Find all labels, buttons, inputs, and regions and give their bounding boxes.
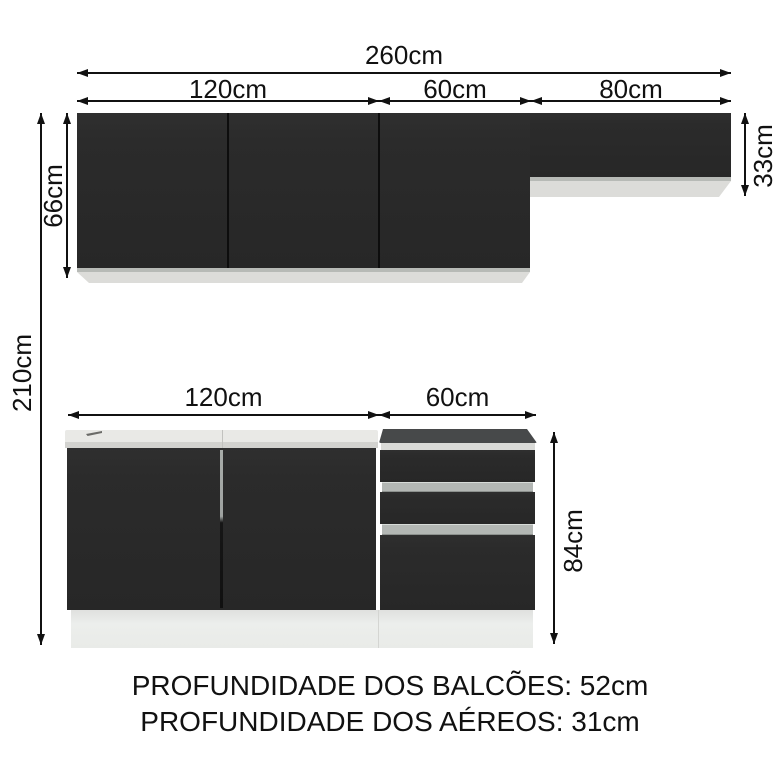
arrowhead-right-icon: [368, 411, 379, 419]
arrowhead-left-icon: [77, 97, 88, 105]
arrowhead-up-icon: [741, 113, 749, 124]
drawer-unit-body: [380, 450, 535, 610]
dim-label-total-width: 260cm: [364, 40, 444, 70]
arrowhead-left-icon: [77, 69, 88, 77]
dim-label-counter-height: 84cm: [558, 509, 588, 573]
arrowhead-right-icon: [720, 69, 731, 77]
arrowhead-right-icon: [520, 97, 531, 105]
base-cabinet-plinth: [71, 610, 533, 648]
arrowhead-right-icon: [720, 97, 731, 105]
dim-label-bottom-60: 60cm: [425, 382, 490, 412]
dim-label-top-80: 80cm: [599, 74, 663, 104]
arrowhead-left-icon: [68, 411, 79, 419]
dim-label-aerial-height: 66cm: [38, 164, 68, 228]
counter-seam: [222, 430, 223, 448]
aerial-right-cabinet-door: [530, 113, 731, 177]
drawer-unit-top-trim: [381, 443, 535, 450]
dim-line-total-width: [77, 72, 731, 74]
aerial-door-divider-1: [227, 113, 229, 268]
aerial-left-cabinet-doors: [77, 113, 530, 268]
base-cabinet-door-divider: [220, 450, 223, 608]
dim-line-total-height: [40, 113, 42, 645]
dim-line-aerial-height: [66, 113, 68, 278]
arrowhead-down-icon: [550, 633, 558, 644]
dim-label-aerial-right-height: 33cm: [748, 124, 778, 188]
arrowhead-left-icon: [379, 411, 390, 419]
plinth-seam: [378, 610, 379, 648]
counter-top: [65, 430, 378, 442]
drawer-front-bottom: [380, 535, 535, 610]
dim-label-total-height: 210cm: [7, 333, 37, 413]
drawer-unit-top-slab: [379, 429, 537, 443]
aerial-left-cabinet-trim: [77, 268, 530, 272]
arrowhead-down-icon: [741, 185, 749, 196]
dim-line-top-120: [77, 100, 379, 102]
arrowhead-up-icon: [37, 113, 45, 124]
aerial-door-divider-2: [378, 113, 380, 268]
dim-line-counter-height: [553, 432, 555, 644]
arrowhead-left-icon: [531, 97, 542, 105]
arrowhead-down-icon: [37, 634, 45, 645]
dim-line-top-60: [379, 100, 531, 102]
footer-counter-depth: PROFUNDIDADE DOS BALCÕES: 52cm: [131, 670, 649, 701]
counter-corner-detail: [86, 431, 102, 436]
arrowhead-down-icon: [63, 267, 71, 278]
dim-label-top-60: 60cm: [423, 74, 487, 104]
drawer-front-1: [380, 450, 535, 482]
drawer-handle-2: [382, 524, 533, 535]
footer-aerial-depth: PROFUNDIDADE DOS AÉREOS: 31cm: [140, 706, 640, 737]
dim-line-aerial-right-height: [744, 113, 746, 196]
counter-front-edge: [65, 442, 378, 448]
arrowhead-up-icon: [63, 113, 71, 124]
aerial-right-cabinet-trim: [530, 177, 731, 181]
dim-line-top-80: [531, 100, 731, 102]
arrowhead-right-icon: [525, 411, 536, 419]
drawer-front-2: [380, 492, 535, 524]
dim-line-bottom-60: [379, 414, 536, 416]
drawer-handle-1: [382, 482, 533, 492]
arrowhead-left-icon: [379, 97, 390, 105]
dim-label-bottom-120: 120cm: [184, 382, 263, 412]
arrowhead-right-icon: [368, 97, 379, 105]
aerial-left-cabinet-base: [77, 272, 530, 283]
arrowhead-up-icon: [550, 432, 558, 443]
dim-line-bottom-120: [68, 414, 379, 416]
aerial-right-cabinet-base: [530, 181, 731, 197]
dim-label-top-120: 120cm: [188, 74, 268, 104]
